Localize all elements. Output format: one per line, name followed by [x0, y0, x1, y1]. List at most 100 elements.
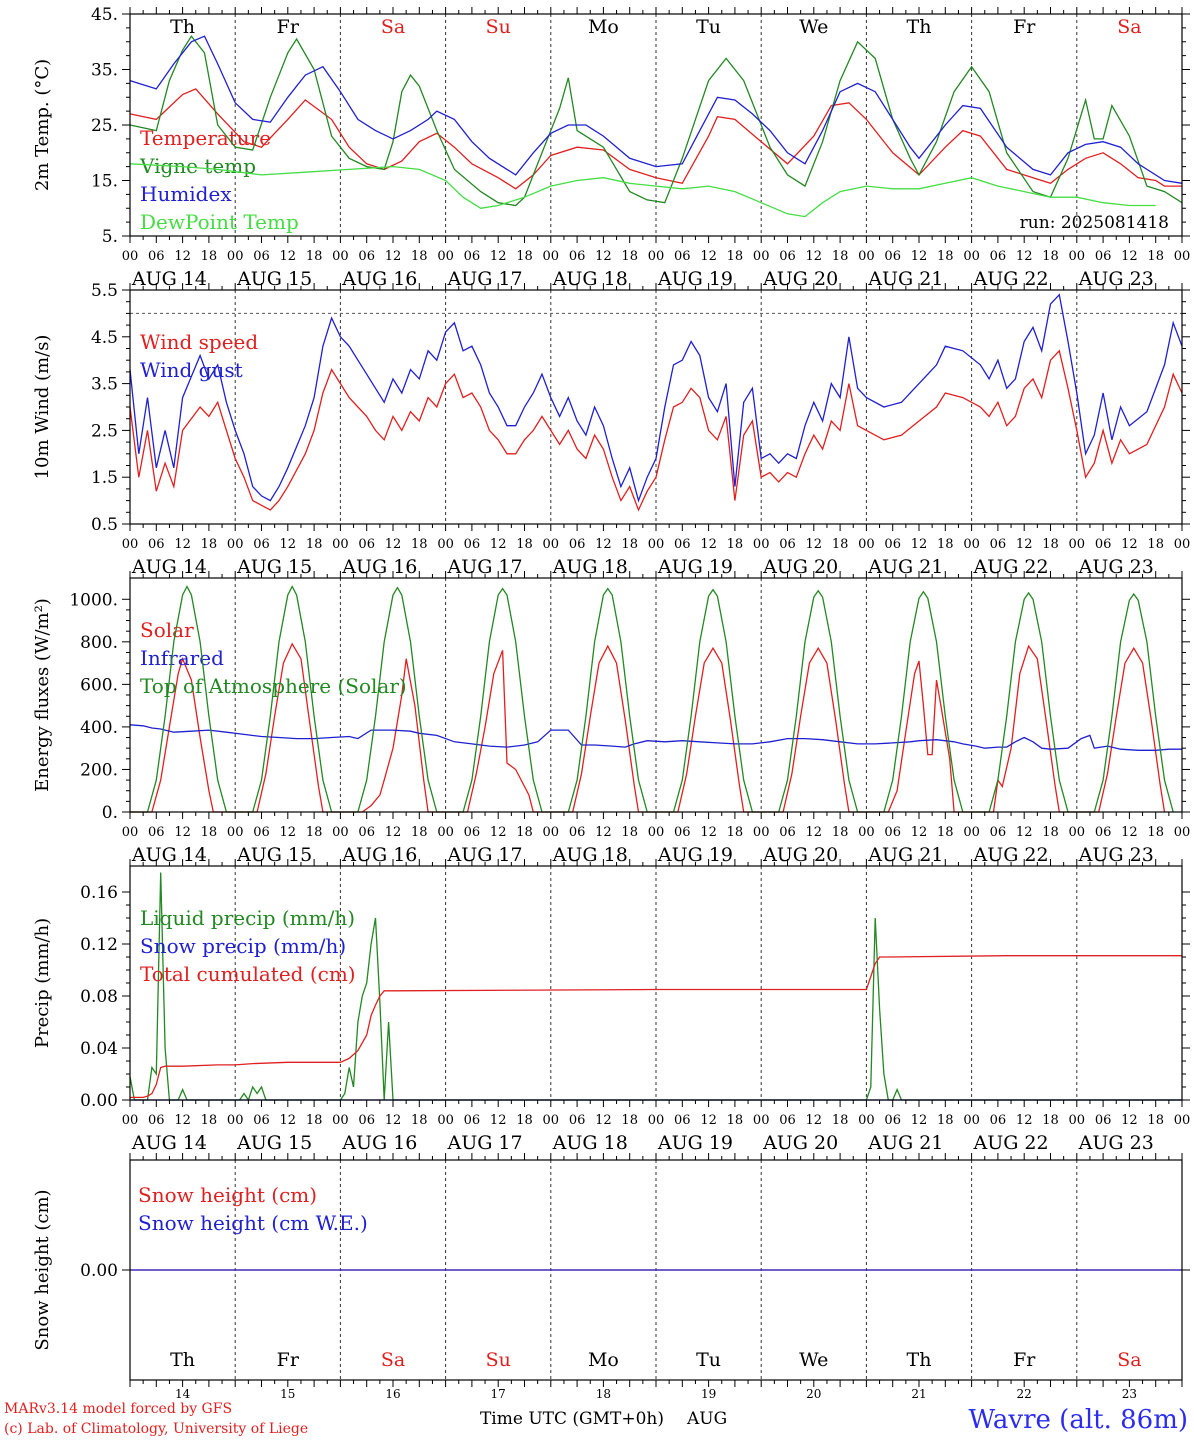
- x-date-label: AUG 19: [657, 268, 733, 290]
- x-date-label: AUG 16: [341, 1132, 417, 1154]
- y-tick-label: 5.5: [91, 281, 118, 301]
- x-hour-label: 00: [122, 249, 139, 264]
- x-hour-label: 18: [516, 537, 533, 552]
- x-date-label: AUG 18: [552, 556, 628, 578]
- weekday-label-bottom: Fr: [277, 1349, 300, 1371]
- x-hour-label: 06: [779, 537, 796, 552]
- x-hour-label: 18: [411, 1113, 428, 1128]
- x-hour-label: 18: [621, 1113, 638, 1128]
- y-tick-label: 1000.: [69, 590, 118, 610]
- x-hour-label: 18: [937, 825, 954, 840]
- x-hour-label: 18: [1147, 1113, 1164, 1128]
- legend-entry: Solar: [140, 618, 194, 642]
- day-number-label: 21: [911, 1387, 926, 1401]
- x-hour-label: 12: [700, 249, 717, 264]
- weekday-label-top: Mo: [588, 16, 619, 38]
- x-date-label: AUG 16: [341, 268, 417, 290]
- x-hour-label: 12: [385, 249, 402, 264]
- x-hour-label: 00: [332, 537, 349, 552]
- x-hour-label: 18: [1042, 1113, 1059, 1128]
- y-tick-label: 2.5: [91, 421, 118, 441]
- x-hour-label: 12: [700, 825, 717, 840]
- y-tick-label: 0.00: [80, 1261, 118, 1281]
- x-hour-label: 06: [884, 537, 901, 552]
- x-hour-label: 06: [358, 825, 375, 840]
- x-hour-label: 06: [674, 249, 691, 264]
- x-hour-label: 12: [490, 825, 507, 840]
- x-hour-label: 12: [911, 1113, 928, 1128]
- day-number-label: 22: [1017, 1387, 1032, 1401]
- x-hour-label: 18: [727, 537, 744, 552]
- series-line-wind-speed: [129, 349, 1183, 512]
- x-hour-label: 00: [332, 249, 349, 264]
- x-hour-label: 00: [437, 537, 454, 552]
- legend-entry: Humidex: [140, 182, 232, 206]
- x-hour-label: 18: [937, 249, 954, 264]
- x-hour-label: 12: [174, 537, 191, 552]
- y-tick-label: 0.: [102, 803, 118, 823]
- x-hour-label: 06: [464, 1113, 481, 1128]
- y-tick-label: 200.: [80, 760, 118, 780]
- x-hour-label: 06: [358, 249, 375, 264]
- series-line-liquid-precip-mm-h-: [129, 872, 1182, 1102]
- legend-entry: Liquid precip (mm/h): [140, 906, 355, 930]
- x-hour-label: 12: [174, 1113, 191, 1128]
- x-hour-label: 18: [201, 1113, 218, 1128]
- x-hour-label: 06: [990, 825, 1007, 840]
- day-number-label: 18: [596, 1387, 611, 1401]
- x-date-label: AUG 21: [867, 1132, 943, 1154]
- panel-2: Wind speed Wind gust 5.5 4.5 3.5 2.5 1.5 0.5 10m…: [32, 281, 1190, 578]
- x-hour-label: 18: [727, 825, 744, 840]
- x-hour-label: 00: [648, 537, 665, 552]
- x-hour-label: 06: [1095, 537, 1112, 552]
- y-tick-label: 0.04: [80, 1039, 118, 1059]
- x-hour-label: 12: [1121, 249, 1138, 264]
- series-line-dewpoint-temp: [129, 163, 1156, 218]
- x-hour-label: 06: [569, 249, 586, 264]
- x-hour-label: 18: [1042, 825, 1059, 840]
- x-hour-label: 18: [306, 249, 323, 264]
- x-hour-label: 12: [806, 1113, 823, 1128]
- x-hour-label: 12: [280, 1113, 297, 1128]
- x-hour-label: 00: [858, 1113, 875, 1128]
- day-number-label: 17: [491, 1387, 506, 1401]
- y-axis-title: 10m Wind (m/s): [32, 335, 53, 480]
- x-hour-label: 06: [464, 537, 481, 552]
- x-hour-label: 06: [569, 1113, 586, 1128]
- weekday-label-top: Sa: [381, 16, 405, 38]
- x-hour-label: 00: [858, 249, 875, 264]
- x-date-label: AUG 20: [762, 844, 838, 866]
- x-hour-label: 00: [227, 537, 244, 552]
- x-hour-label: 12: [1121, 825, 1138, 840]
- panels: Temperature Vigne temp Humidex DewPoint Tem…: [32, 5, 1190, 1401]
- day-number-label: 20: [806, 1387, 821, 1401]
- run-label: run: 2025081418: [1020, 213, 1169, 233]
- x-hour-label: 06: [148, 1113, 165, 1128]
- x-hour-label: 00: [543, 1113, 560, 1128]
- panel-1: Temperature Vigne temp Humidex DewPoint Tem…: [32, 5, 1190, 290]
- day-number-label: 23: [1122, 1387, 1137, 1401]
- weekday-label-top: Th: [907, 16, 932, 38]
- y-axis-title: Energy fluxes (W/m²): [32, 598, 53, 792]
- x-hour-label: 18: [621, 249, 638, 264]
- x-hour-label: 12: [280, 537, 297, 552]
- x-date-label: AUG 16: [341, 556, 417, 578]
- x-hour-label: 00: [963, 1113, 980, 1128]
- x-hour-label: 12: [595, 1113, 612, 1128]
- y-tick-label: 0.5: [91, 515, 118, 535]
- x-date-label: AUG 18: [552, 268, 628, 290]
- weekday-label-bottom: Mo: [588, 1349, 619, 1371]
- x-hour-label: 12: [280, 249, 297, 264]
- x-hour-label: 00: [227, 825, 244, 840]
- x-hour-label: 00: [1069, 249, 1086, 264]
- weekday-label-bottom: Sa: [381, 1349, 405, 1371]
- x-hour-label: 00: [227, 249, 244, 264]
- legend-entry: Vigne temp: [139, 154, 256, 178]
- series-line-vigne-temp: [129, 35, 1183, 207]
- y-tick-label: 15.: [91, 172, 118, 192]
- x-hour-label: 00: [543, 537, 560, 552]
- x-hour-label: 00: [1069, 1113, 1086, 1128]
- x-date-label: AUG 19: [657, 556, 733, 578]
- weekday-label-bottom: Sa: [1117, 1349, 1141, 1371]
- x-hour-label: 06: [1095, 249, 1112, 264]
